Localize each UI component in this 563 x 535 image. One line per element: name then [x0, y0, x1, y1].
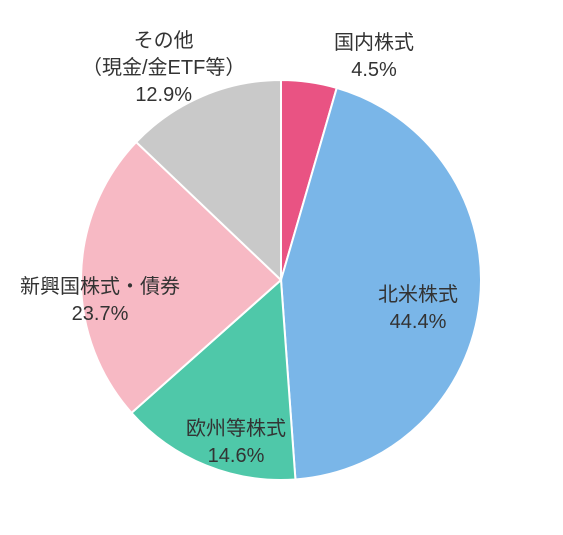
pie-slice-label: 新興国株式・債券23.7% — [20, 274, 180, 328]
pie-slice-label: 国内株式4.5% — [334, 30, 414, 84]
pie-slice-name: 欧州等株式 — [186, 416, 286, 443]
pie-slice-label: 欧州等株式14.6% — [186, 416, 286, 470]
pie-slice-name: 新興国株式・債券 — [20, 274, 180, 301]
pie-slice-label: その他（現金/金ETF等）12.9% — [82, 28, 245, 109]
pie-slice-name: 国内株式 — [334, 30, 414, 57]
pie-slice-name: その他 — [82, 28, 245, 55]
pie-slice-name: 北米株式 — [378, 282, 458, 309]
pie-chart: 国内株式4.5% 北米株式44.4% 欧州等株式14.6% 新興国株式・債券23.7%… — [0, 0, 563, 535]
pie-slice-value: 44.4% — [378, 309, 458, 336]
pie-slice-value: 4.5% — [334, 57, 414, 84]
pie-slice-value: 14.6% — [186, 443, 286, 470]
pie-slice-value: 23.7% — [20, 301, 180, 328]
pie-slice-value: 12.9% — [82, 82, 245, 109]
pie-slice-label: 北米株式44.4% — [378, 282, 458, 336]
pie-slice-name: （現金/金ETF等） — [82, 55, 245, 82]
